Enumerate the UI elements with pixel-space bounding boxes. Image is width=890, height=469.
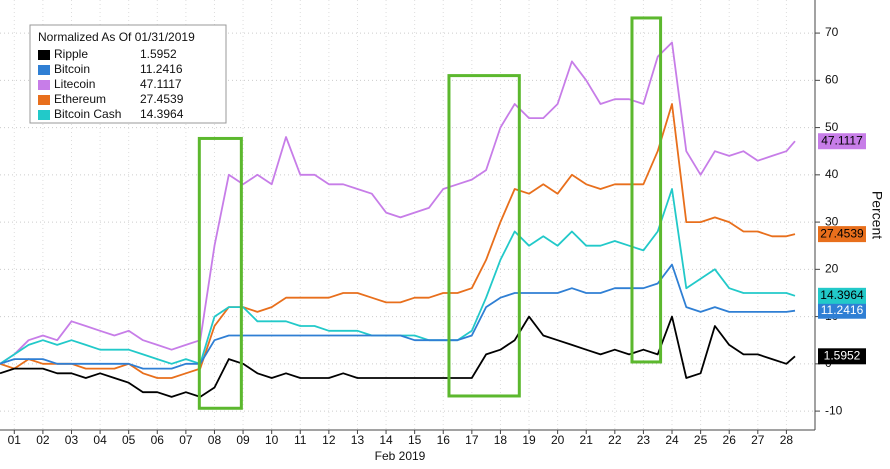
x-tick-label: 21 xyxy=(580,433,594,447)
last-value-box xyxy=(818,302,866,319)
x-tick-label: 25 xyxy=(694,433,708,447)
x-tick-label: 23 xyxy=(637,433,651,447)
series-line xyxy=(0,103,796,379)
legend-swatch xyxy=(38,65,50,75)
x-tick-label: 17 xyxy=(465,433,479,447)
y-tick-label: -10 xyxy=(825,403,843,417)
x-tick-label: 14 xyxy=(379,433,393,447)
x-tick-label: 11 xyxy=(294,433,307,447)
x-tick-label: 08 xyxy=(208,433,222,447)
legend-value: 11.2416 xyxy=(140,62,183,76)
x-axis-label: Feb 2019 xyxy=(375,449,426,463)
x-tick-label: 09 xyxy=(236,433,250,447)
legend-value: 47.1117 xyxy=(140,77,182,91)
x-tick-label: 05 xyxy=(122,433,136,447)
legend-swatch xyxy=(38,80,50,90)
legend-swatch xyxy=(38,95,50,105)
highlight-box xyxy=(447,74,521,398)
legend-swatch xyxy=(38,50,50,60)
series-line xyxy=(0,263,796,370)
plot xyxy=(0,41,796,398)
x-tick-label: 15 xyxy=(408,433,422,447)
x-tick-label: 12 xyxy=(322,433,336,447)
legend-label: Litecoin xyxy=(54,77,95,91)
y-tick-label: 30 xyxy=(825,214,839,228)
x-tick-label: 18 xyxy=(494,433,508,447)
legend-swatch xyxy=(38,110,50,120)
last-value-box xyxy=(818,226,866,243)
last-value-label: 11.2416 xyxy=(821,303,864,317)
y-tick-label: 20 xyxy=(825,262,839,276)
last-value-box xyxy=(818,287,866,304)
legend-box xyxy=(29,24,227,124)
last-value-label: 27.4539 xyxy=(820,226,864,240)
x-tick-label: 13 xyxy=(351,433,365,447)
last-value-box xyxy=(818,348,866,365)
x-tick-label: 07 xyxy=(179,433,193,447)
x-tick-label: 01 xyxy=(8,433,22,447)
legend-value: 14.3964 xyxy=(140,107,184,121)
x-tick-label: 06 xyxy=(151,433,165,447)
legend-label: Bitcoin xyxy=(54,62,90,76)
x-tick-label: 22 xyxy=(608,433,622,447)
legend-label: Bitcoin Cash xyxy=(54,107,121,121)
highlight-box xyxy=(197,136,243,410)
x-tick-label: 20 xyxy=(551,433,565,447)
legend-value: 1.5952 xyxy=(140,47,177,61)
last-value-label: 47.1117 xyxy=(821,133,863,147)
legend-label: Ripple xyxy=(54,47,88,61)
y-axis-label: Percent xyxy=(869,191,885,239)
x-tick-label: 26 xyxy=(723,433,737,447)
x-tick-label: 03 xyxy=(65,433,79,447)
last-value-box xyxy=(818,133,866,150)
legend-value: 27.4539 xyxy=(140,92,184,106)
x-tick-label: 24 xyxy=(665,433,679,447)
highlight-box xyxy=(630,16,663,364)
y-tick-label: 70 xyxy=(825,25,839,39)
x-tick-label: 16 xyxy=(437,433,451,447)
y-tick-label: 40 xyxy=(825,167,839,181)
y-tick-label: 50 xyxy=(825,120,839,134)
x-tick-label: 27 xyxy=(751,433,765,447)
series-line xyxy=(0,41,796,365)
x-tick-label: 19 xyxy=(522,433,536,447)
legend-label: Ethereum xyxy=(54,92,106,106)
x-tick-label: 04 xyxy=(93,433,107,447)
legend-title: Normalized As Of 01/31/2019 xyxy=(38,30,195,44)
x-tick-label: 10 xyxy=(265,433,279,447)
x-tick-label: 02 xyxy=(36,433,50,447)
last-value-label: 1.5952 xyxy=(824,348,861,362)
y-tick-label: 60 xyxy=(825,73,839,87)
legend: Normalized As Of 01/31/2019 Ripple 1.5952… xyxy=(29,24,227,124)
series-line xyxy=(0,315,796,398)
last-value-label: 14.3964 xyxy=(820,288,864,302)
x-tick-label: 28 xyxy=(780,433,794,447)
